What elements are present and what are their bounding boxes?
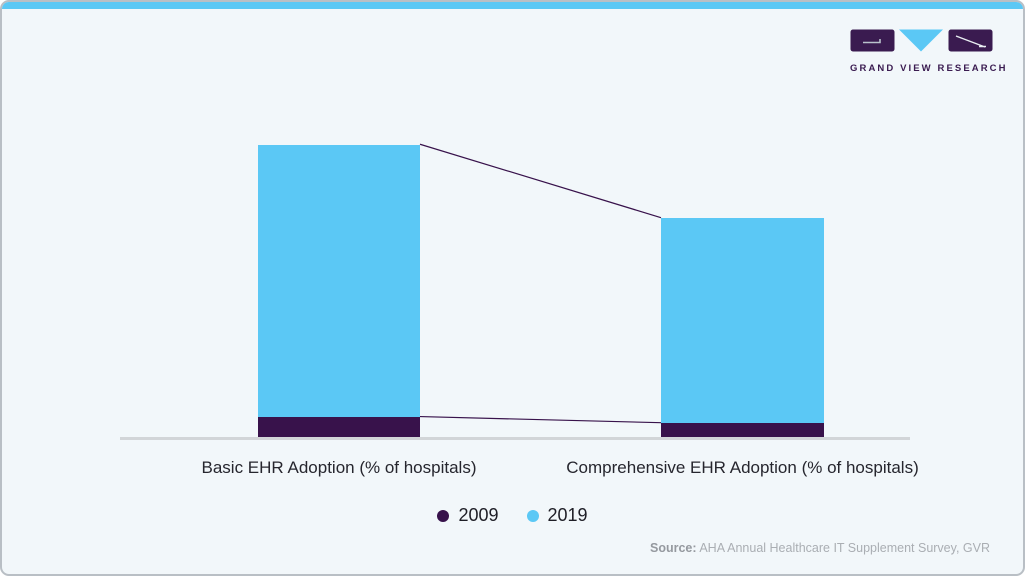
legend-item-2019: 2019: [526, 505, 588, 526]
gvr-logo: GRAND VIEW RESEARCH: [850, 29, 1008, 74]
legend-dot-2009: [437, 509, 450, 522]
legend: 2009 2019: [2, 505, 1023, 526]
source-label: Source:: [650, 541, 697, 555]
logo-v-triangle: [899, 29, 943, 52]
gvr-logo-icon: [850, 29, 993, 52]
accent-top-strip: [2, 2, 1023, 9]
gvr-wordmark: GRAND VIEW RESEARCH: [850, 63, 1008, 74]
logo-r-block: [948, 29, 993, 52]
source-attribution: Source: AHA Annual Healthcare IT Supplem…: [650, 541, 990, 555]
legend-dot-2019: [526, 509, 539, 522]
legend-item-2009: 2009: [437, 505, 499, 526]
segment-2019: [661, 218, 824, 423]
category-label-comprehensive-ehr: Comprehensive EHR Adoption (% of hospita…: [566, 458, 919, 477]
logo-r-glyph: [955, 35, 986, 48]
segment-2019: [258, 145, 420, 417]
segment-2009: [258, 417, 420, 438]
connector-top: [419, 143, 662, 219]
logo-g-block: [850, 29, 895, 52]
segment-2009: [661, 423, 824, 438]
legend-label-2019: 2019: [547, 505, 588, 525]
legend-label-2009: 2009: [458, 505, 499, 525]
source-text: AHA Annual Healthcare IT Supplement Surv…: [696, 541, 990, 555]
bar-comprehensive-ehr: [661, 218, 824, 438]
connector-bottom: [419, 415, 662, 424]
x-axis-line: [120, 437, 910, 440]
bar-basic-ehr: [258, 145, 420, 438]
logo-g-glyph: [863, 39, 881, 44]
category-label-basic-ehr: Basic EHR Adoption (% of hospitals): [201, 458, 477, 477]
